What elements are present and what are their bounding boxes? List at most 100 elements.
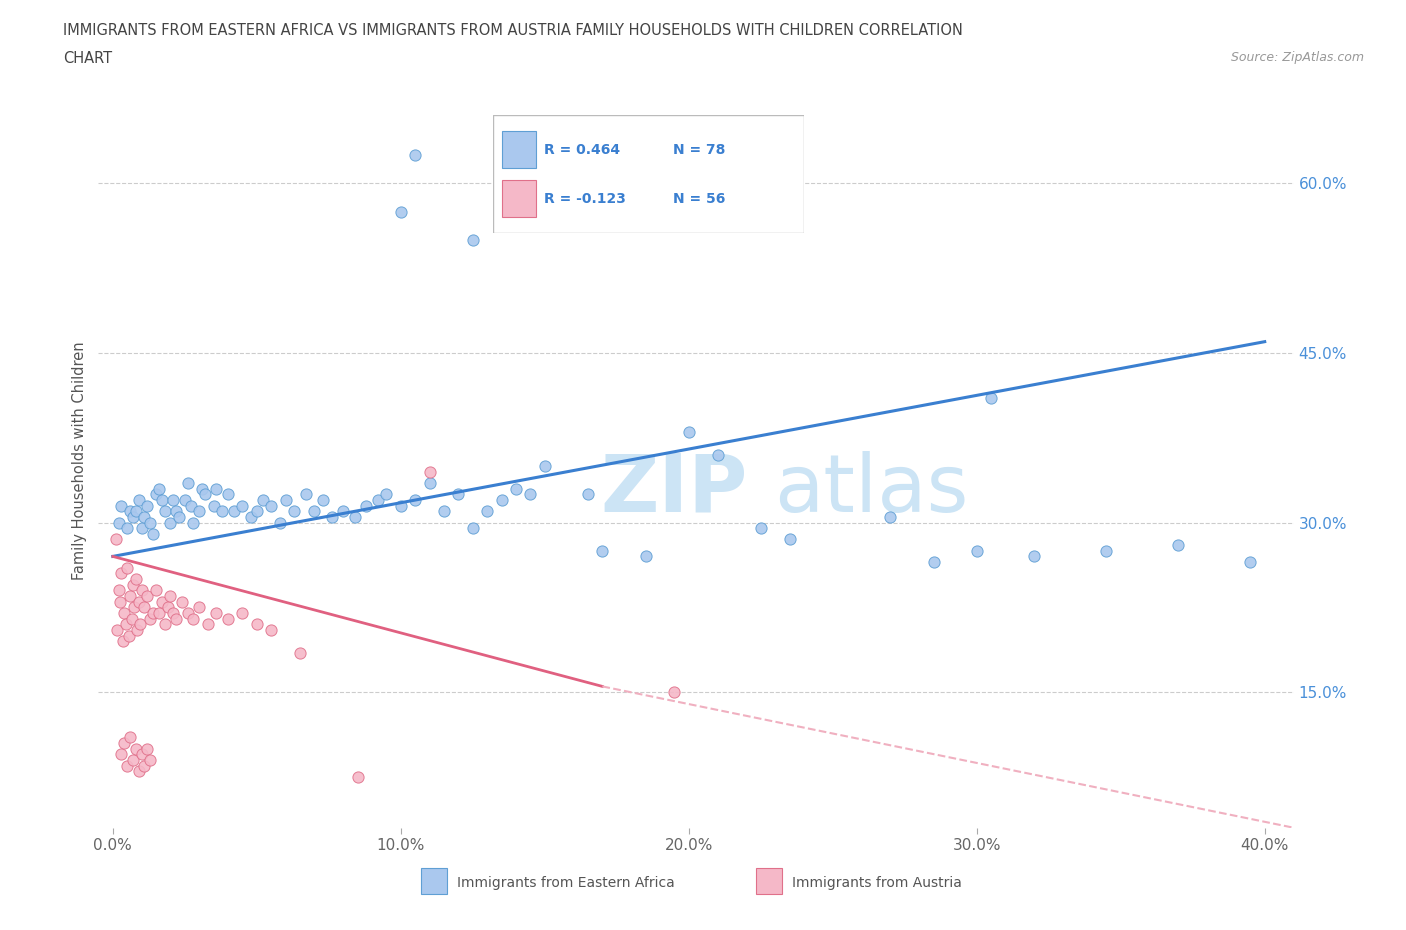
Point <box>389 205 412 219</box>
Point <box>1239 554 1261 569</box>
Point <box>591 543 613 558</box>
Point <box>321 510 343 525</box>
Point <box>124 600 146 615</box>
Point <box>922 554 945 569</box>
Text: Source: ZipAtlas.com: Source: ZipAtlas.com <box>1230 51 1364 64</box>
Point <box>156 600 179 615</box>
Point <box>211 504 233 519</box>
Point <box>576 486 599 501</box>
Point <box>110 566 132 581</box>
Point <box>217 611 239 626</box>
Point <box>139 611 162 626</box>
Point <box>131 583 153 598</box>
Point <box>121 611 143 626</box>
Point <box>112 736 135 751</box>
Point <box>145 583 167 598</box>
Point <box>491 493 513 508</box>
Point <box>222 504 245 519</box>
Point <box>129 617 152 631</box>
Point <box>134 600 156 615</box>
Point <box>389 498 412 513</box>
Point <box>269 515 291 530</box>
Point <box>125 572 148 587</box>
Text: atlas: atlas <box>773 451 967 529</box>
Point <box>148 481 170 496</box>
Point <box>1095 543 1118 558</box>
Point <box>125 504 148 519</box>
FancyBboxPatch shape <box>756 868 782 894</box>
Point <box>404 148 426 163</box>
Point <box>165 504 187 519</box>
Point <box>419 475 441 490</box>
Point <box>127 622 149 637</box>
Point <box>240 510 263 525</box>
Point <box>231 605 253 620</box>
Point <box>260 498 283 513</box>
Point <box>260 622 283 637</box>
Point <box>180 498 202 513</box>
Point <box>107 583 129 598</box>
Point <box>173 493 195 508</box>
Point <box>122 578 145 592</box>
Point <box>159 589 181 604</box>
Point <box>167 510 190 525</box>
Point <box>136 498 159 513</box>
Point <box>128 764 150 778</box>
Point <box>142 605 165 620</box>
Point <box>125 741 148 756</box>
Point <box>304 504 326 519</box>
Point <box>274 493 297 508</box>
Point <box>202 498 225 513</box>
FancyBboxPatch shape <box>422 868 447 894</box>
Point <box>217 486 239 501</box>
Point <box>288 645 311 660</box>
Point <box>419 464 441 479</box>
Point <box>194 486 217 501</box>
Point <box>312 493 335 508</box>
Point <box>879 510 901 525</box>
Point <box>108 594 131 609</box>
Point <box>176 605 198 620</box>
Point <box>779 532 801 547</box>
Point <box>246 617 269 631</box>
Point <box>136 741 159 756</box>
Point <box>170 594 193 609</box>
Point <box>162 493 184 508</box>
Point <box>107 515 129 530</box>
Point <box>153 504 176 519</box>
Point <box>346 769 368 784</box>
Point <box>136 589 159 604</box>
Point <box>183 515 205 530</box>
Point <box>145 486 167 501</box>
Point <box>115 560 138 575</box>
Point <box>114 617 136 631</box>
Point <box>165 611 187 626</box>
Point <box>205 605 228 620</box>
Text: Immigrants from Eastern Africa: Immigrants from Eastern Africa <box>457 876 675 890</box>
Y-axis label: Family Households with Children: Family Households with Children <box>72 341 87 579</box>
Point <box>122 510 145 525</box>
Point <box>139 515 162 530</box>
Point <box>118 628 141 643</box>
Point <box>519 486 541 501</box>
Point <box>122 752 145 767</box>
Point <box>139 752 162 767</box>
Point <box>162 605 184 620</box>
Point <box>153 617 176 631</box>
Point <box>966 543 988 558</box>
Point <box>461 232 484 247</box>
Point <box>404 493 426 508</box>
Point <box>115 521 138 536</box>
Point <box>706 447 728 462</box>
Point <box>1024 549 1046 564</box>
Point <box>205 481 228 496</box>
Point <box>367 493 389 508</box>
Point <box>150 594 173 609</box>
Point <box>1167 538 1189 552</box>
Point <box>111 633 134 648</box>
Point <box>128 493 150 508</box>
Point <box>120 589 142 604</box>
Point <box>375 486 398 501</box>
Point <box>980 391 1002 405</box>
Point <box>354 498 377 513</box>
